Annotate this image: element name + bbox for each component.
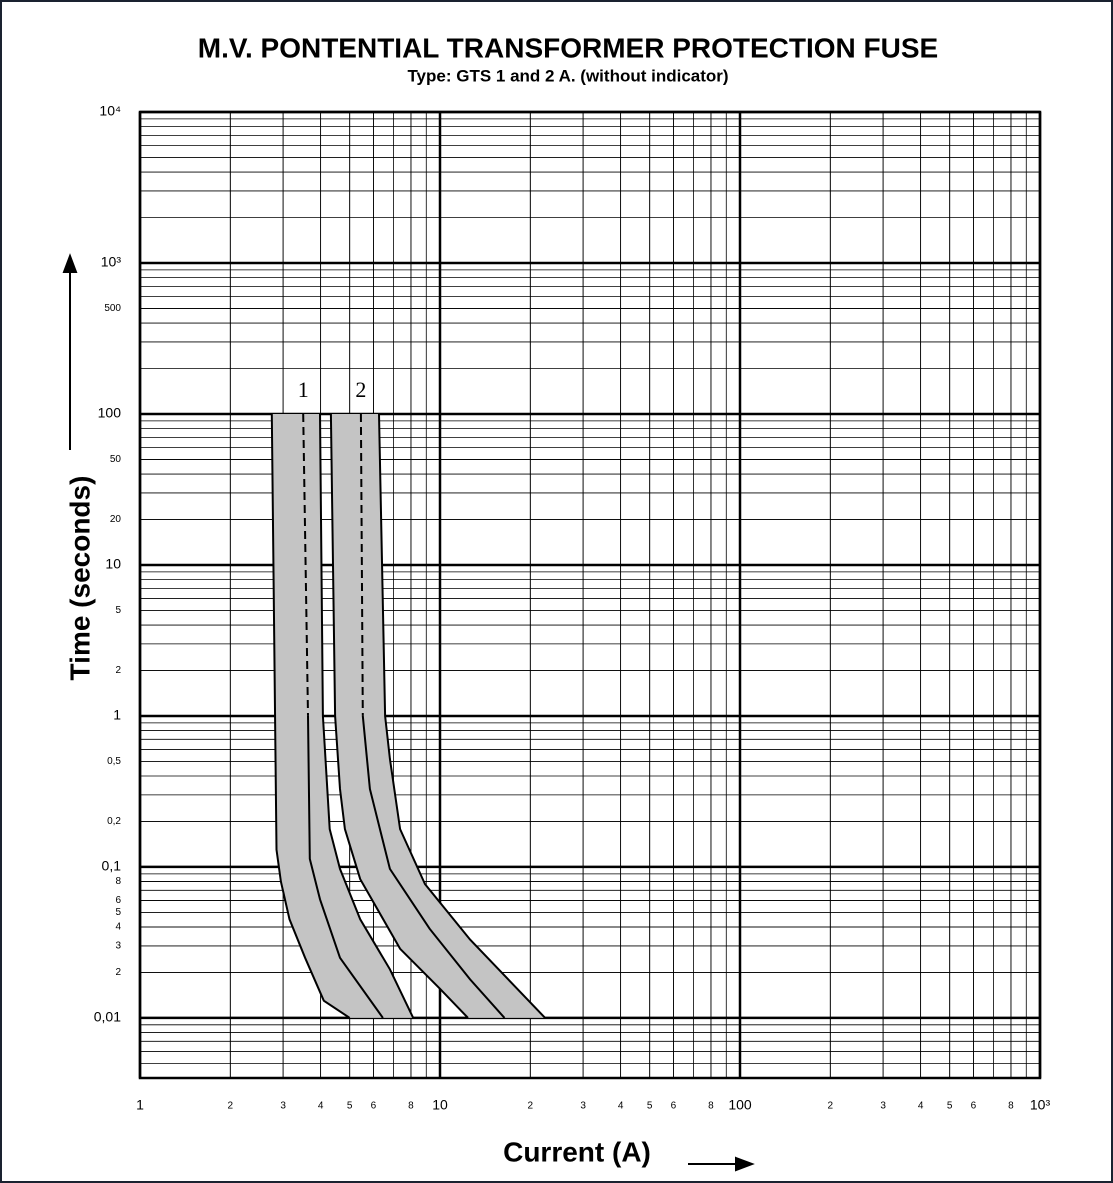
y-tick-label: 10³ [101,254,122,270]
y-tick-label: 500 [104,303,121,314]
y-tick-label: 8 [115,876,121,887]
curve-upper [378,413,546,1019]
plot-area: 1 2 3 4 5 6 8 10 2 3 4 5 6 8 100 2 3 4 5 6 8 10³10⁴10³5001005… [94,103,1051,1113]
y-tick-label: 0,1 [102,858,122,874]
x-tick-label: 4 [918,1101,924,1112]
x-tick-label: 6 [971,1101,977,1112]
chart-title: M.V. PONTENTIAL TRANSFORMER PROTECTION F… [198,32,938,63]
curve-center [307,715,384,1019]
x-axis-arrow [688,1156,755,1172]
y-axis-title: Time (seconds) [64,476,95,681]
x-tick-label: 8 [408,1101,414,1112]
x-tick-label: 8 [1008,1101,1014,1112]
x-tick-label: 10 [432,1097,448,1113]
y-tick-label: 10 [105,556,121,572]
x-tick-label: 10³ [1030,1097,1051,1113]
x-tick-label: 5 [347,1101,353,1112]
x-tick-label: 4 [618,1101,624,1112]
y-tick-label: 100 [98,405,122,421]
x-tick-label: 2 [528,1101,534,1112]
y-tick-label: 2 [115,967,121,978]
y-tick-label: 0,2 [107,816,121,827]
x-tick-label: 6 [671,1101,677,1112]
x-tick-label: 5 [647,1101,653,1112]
curve-center [359,413,364,716]
band-fill [330,414,546,1018]
y-tick-label: 50 [110,454,122,465]
x-tick-label: 3 [580,1101,586,1112]
x-tick-label: 4 [318,1101,324,1112]
band-label: 2 [355,377,366,402]
y-tick-label: 20 [110,514,122,525]
x-tick-label: 100 [728,1097,752,1113]
y-tick-label: 3 [115,941,121,952]
y-tick-label: 5 [115,907,121,918]
x-axis-title: Current (A) [503,1136,651,1167]
y-axis-arrow [62,253,78,450]
band-fill [271,414,414,1018]
curve-lower [329,413,469,1019]
curve-center [361,715,506,1019]
x-tick-label: 3 [880,1101,886,1112]
y-tick-label: 0,01 [94,1009,121,1025]
y-tick-label: 4 [115,922,121,933]
y-tick-label: 6 [115,895,121,906]
y-tick-label: 1 [113,707,121,723]
x-tick-label: 8 [708,1101,714,1112]
x-tick-label: 1 [136,1097,144,1113]
band-label: 1 [298,377,309,402]
curve-center [302,413,309,716]
x-tick-label: 2 [228,1101,234,1112]
plot-frame [138,110,1042,1080]
chart-subtitle: Type: GTS 1 and 2 A. (without indicator) [407,66,728,85]
x-tick-label: 5 [947,1101,953,1112]
y-tick-label: 10⁴ [99,103,121,119]
x-tick-label: 2 [828,1101,834,1112]
y-tick-label: 5 [115,605,121,616]
y-tick-label: 0,5 [107,756,121,767]
y-tick-label: 2 [115,665,121,676]
x-tick-label: 6 [371,1101,377,1112]
curve-lower [270,413,351,1019]
curve-upper [319,413,415,1019]
x-tick-label: 3 [280,1101,286,1112]
